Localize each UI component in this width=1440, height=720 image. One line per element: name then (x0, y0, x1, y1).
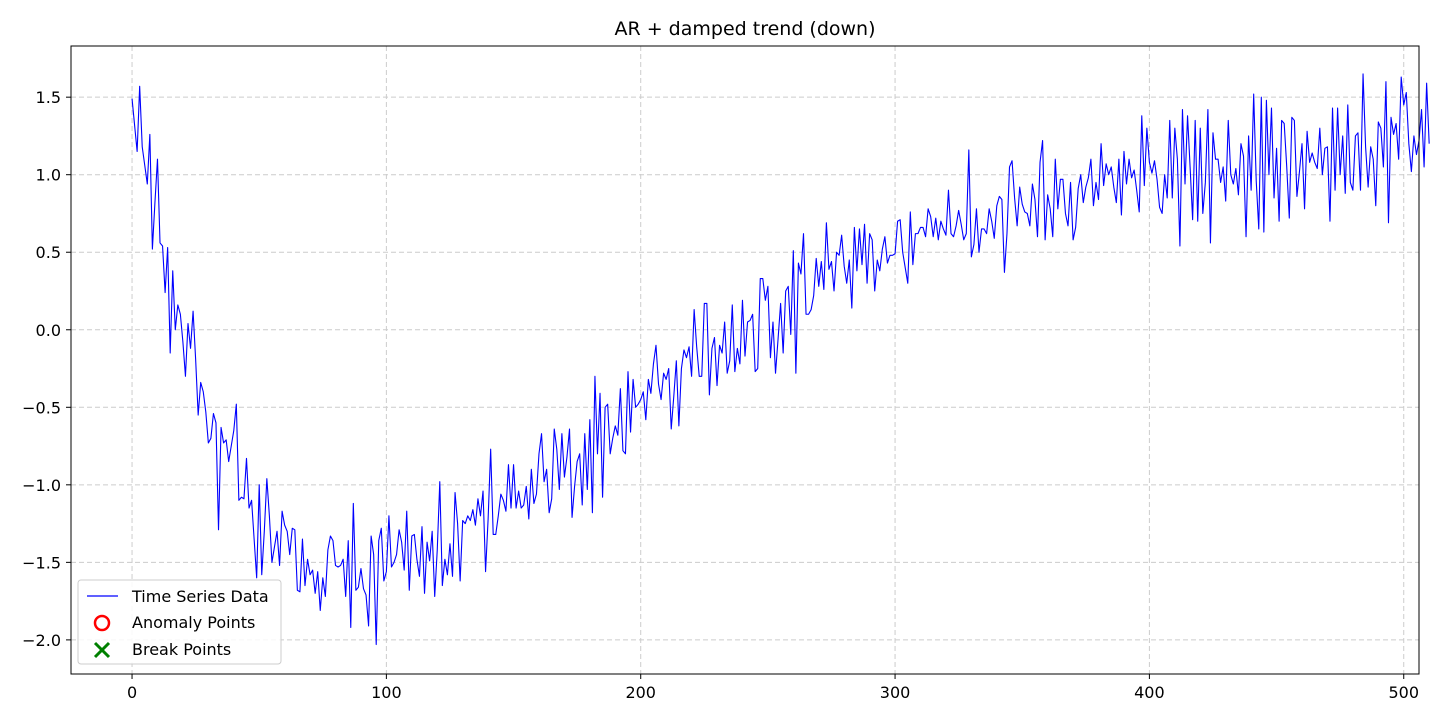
legend: Time Series Data Anomaly Points Break Po… (77, 579, 282, 665)
chart-title: AR + damped trend (down) (614, 18, 875, 40)
y-tick-label: 0.0 (36, 321, 61, 340)
legend-label-series: Time Series Data (131, 587, 269, 606)
x-tick-label: 400 (1134, 683, 1165, 702)
x-tick-label: 200 (625, 683, 656, 702)
x-tick-label: 500 (1388, 683, 1419, 702)
y-tick-label: 0.5 (36, 243, 61, 262)
y-tick-label: −1.0 (22, 476, 61, 495)
x-tick-label: 0 (127, 683, 137, 702)
series-layer (131, 73, 1430, 646)
legend-label-break: Break Points (132, 640, 231, 659)
series-line (131, 73, 1430, 646)
legend-box (77, 579, 282, 665)
x-axis: 0 100 200 300 400 500 (127, 674, 1419, 702)
x-tick-label: 100 (371, 683, 402, 702)
plot-frame (70, 45, 1420, 675)
break-x-icon (93, 641, 111, 659)
y-tick-label: 1.5 (36, 88, 61, 107)
y-tick-label: 1.0 (36, 166, 61, 185)
y-axis: −2.0 −1.5 −1.0 −0.5 0.0 0.5 1.0 1.5 (22, 88, 71, 650)
y-tick-label: −2.0 (22, 631, 61, 650)
legend-label-anomaly: Anomaly Points (132, 613, 255, 632)
y-tick-label: −1.5 (22, 553, 61, 572)
y-tick-label: −0.5 (22, 398, 61, 417)
anomaly-circle-icon (93, 614, 111, 632)
x-tick-label: 300 (880, 683, 911, 702)
